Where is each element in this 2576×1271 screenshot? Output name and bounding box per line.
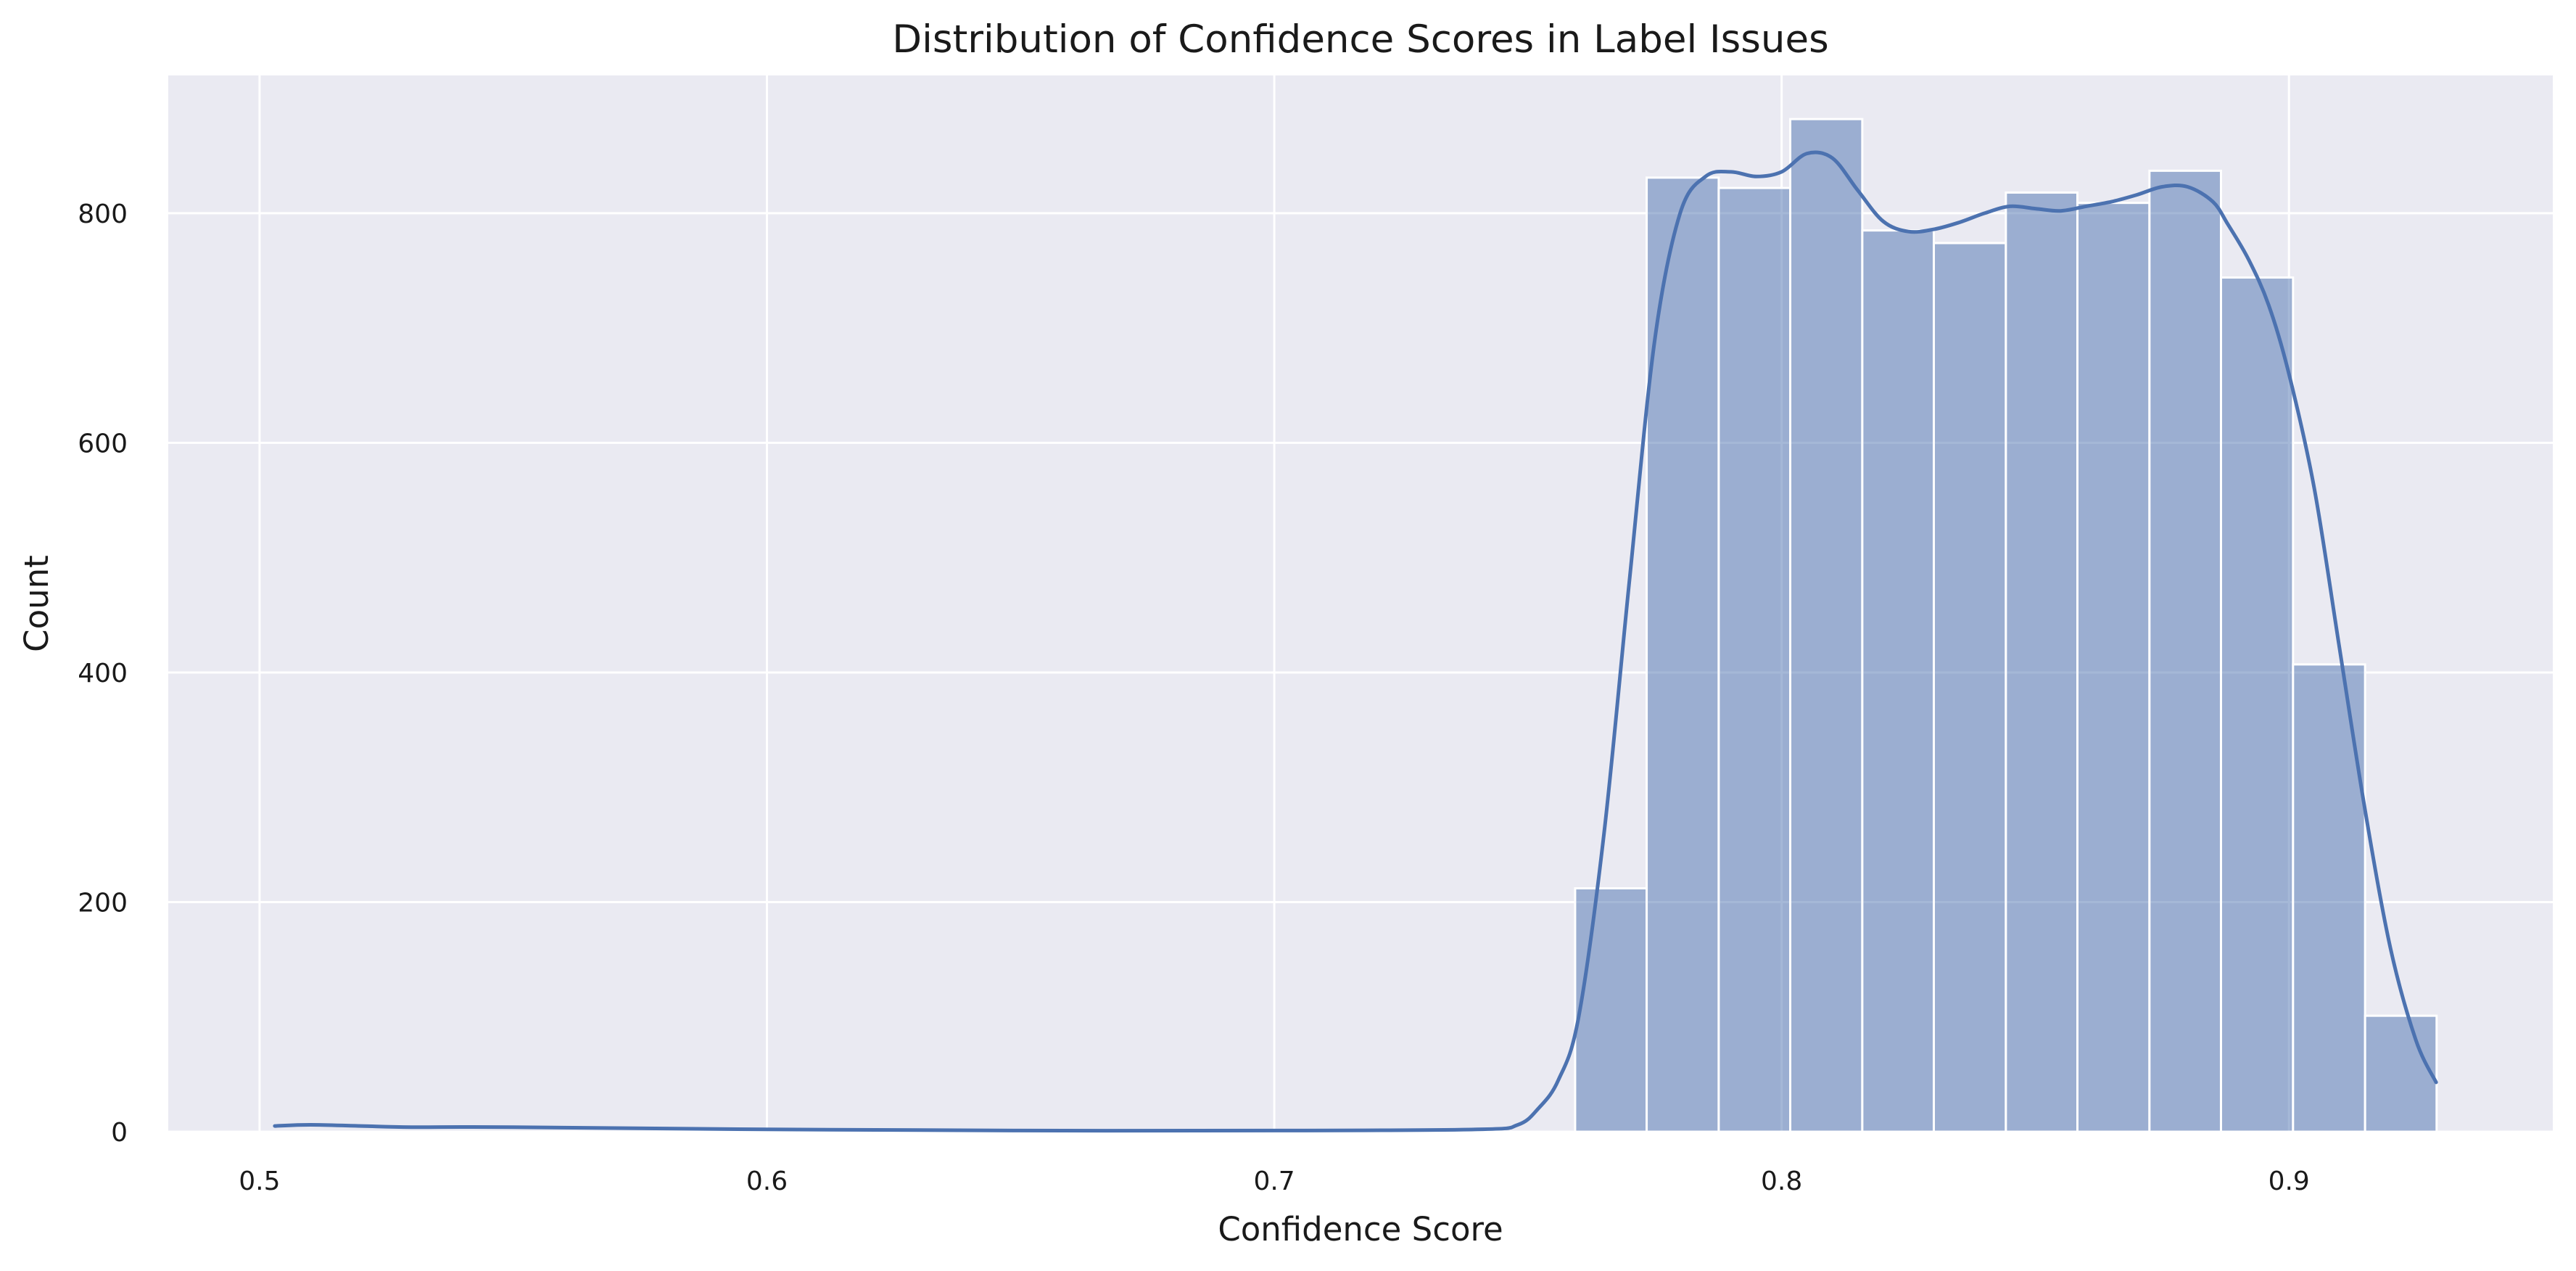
histogram-bars <box>1574 118 2438 1133</box>
x-tick-label: 0.5 <box>239 1167 280 1196</box>
histogram-bar <box>2148 169 2222 1133</box>
kde-line <box>273 150 2438 1133</box>
histogram-bar <box>1717 186 1792 1133</box>
x-axis-label: Confidence Score <box>1218 1210 1503 1249</box>
x-tick-label: 0.9 <box>2269 1167 2310 1196</box>
histogram-bar <box>2364 1014 2438 1133</box>
y-tick-labels: 0 200 400 600 800 <box>78 200 128 1148</box>
histogram-bar <box>2076 202 2151 1133</box>
x-tick-label: 0.7 <box>1253 1167 1295 1196</box>
histogram-bar <box>1789 118 1864 1133</box>
chart-title: Distribution of Confidence Scores in Lab… <box>892 17 1828 62</box>
histogram-bar <box>1861 229 1936 1133</box>
y-tick-label: 200 <box>78 888 128 918</box>
x-tick-labels: 0.5 0.6 0.7 0.8 0.9 <box>239 1167 2310 1196</box>
y-tick-label: 800 <box>78 200 128 229</box>
y-axis-label: Count <box>17 555 56 652</box>
kde-curve-group <box>273 150 2438 1133</box>
y-tick-label: 0 <box>111 1118 128 1148</box>
y-tick-label: 400 <box>78 659 128 688</box>
y-tick-label: 600 <box>78 429 128 458</box>
histogram-bar <box>2005 191 2078 1133</box>
x-tick-label: 0.6 <box>746 1167 788 1196</box>
histogram-bar <box>1646 176 1720 1133</box>
x-tick-label: 0.8 <box>1761 1167 1802 1196</box>
histogram-bar <box>2219 276 2295 1133</box>
histogram-bar <box>1574 887 1648 1133</box>
histogram-bar <box>1933 242 2007 1133</box>
